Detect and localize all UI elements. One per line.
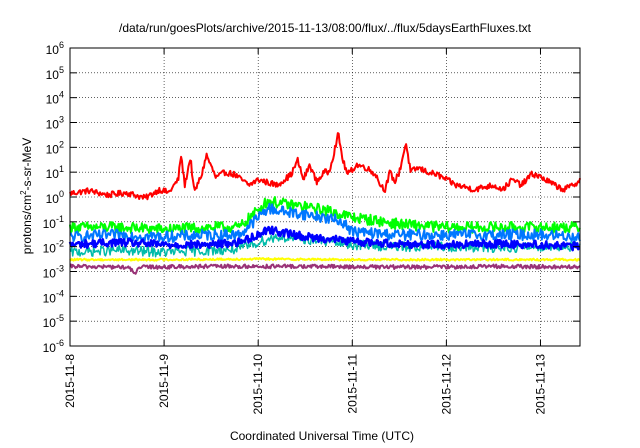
y-tick-label-exp: 3 xyxy=(59,115,64,125)
y-tick-label: 106 xyxy=(46,40,64,57)
series-line xyxy=(69,263,581,275)
y-tick-label: 104 xyxy=(46,90,64,107)
y-tick-label-exp: -5 xyxy=(56,313,64,323)
y-tick-label-exp: -2 xyxy=(56,239,64,249)
y-tick-label: 10-3 xyxy=(43,264,64,281)
y-tick-label-exp: 6 xyxy=(59,40,64,50)
y-axis-label-rest: -s-sr-MeV xyxy=(20,138,34,191)
series-line xyxy=(69,196,581,235)
y-tick-label: 10-5 xyxy=(43,313,64,330)
y-tick-label-base: 10 xyxy=(43,291,57,305)
y-tick-label-base: 10 xyxy=(46,192,60,206)
x-axis-label: Coordinated Universal Time (UTC) xyxy=(230,429,414,443)
y-tick-label: 10-1 xyxy=(43,214,64,231)
y-tick-label-exp: 1 xyxy=(59,164,64,174)
x-tick-label: 2015-11-9 xyxy=(157,354,171,408)
y-tick-label-base: 10 xyxy=(43,341,57,355)
y-tick-label: 102 xyxy=(46,139,64,156)
y-tick-label-base: 10 xyxy=(46,93,60,107)
y-tick-label-exp: 4 xyxy=(59,90,64,100)
y-tick-label-base: 10 xyxy=(46,142,60,156)
chart-title: /data/run/goesPlots/archive/2015-11-13/0… xyxy=(119,21,532,35)
y-tick-label-base: 10 xyxy=(43,316,57,330)
x-tick-label: 2015-11-13 xyxy=(533,354,547,415)
y-tick-label: 103 xyxy=(46,115,64,132)
series-line xyxy=(69,202,581,243)
y-tick-label: 100 xyxy=(46,189,64,206)
series-line xyxy=(69,232,581,258)
plot-frame xyxy=(69,47,581,347)
series-line xyxy=(68,225,581,252)
y-tick-label-base: 10 xyxy=(46,68,60,82)
y-tick-label-exp: -6 xyxy=(56,338,64,348)
y-tick-label: 105 xyxy=(46,65,64,82)
y-axis-label: protons/cm2-s-sr-MeV xyxy=(19,138,34,254)
y-axis-label-base: protons/cm xyxy=(20,195,34,254)
x-tick-label: 2015-11-10 xyxy=(251,354,265,415)
y-tick-label-exp: -4 xyxy=(56,288,64,298)
x-tick-label: 2015-11-12 xyxy=(439,354,453,415)
series-layer xyxy=(68,132,581,275)
y-tick-label-base: 10 xyxy=(46,43,60,57)
series-line xyxy=(69,257,581,262)
y-tick-label: 10-6 xyxy=(43,338,64,355)
y-tick-label: 10-4 xyxy=(43,288,64,305)
y-tick-label-exp: -1 xyxy=(56,214,64,224)
y-tick-label-base: 10 xyxy=(43,217,57,231)
y-tick-label-base: 10 xyxy=(43,242,57,256)
series-line xyxy=(69,132,581,201)
y-tick-label-exp: 0 xyxy=(59,189,64,199)
y-tick-label-exp: -3 xyxy=(56,264,64,274)
y-tick-label-base: 10 xyxy=(43,267,57,281)
x-tick-label: 2015-11-8 xyxy=(63,354,77,408)
y-axis-label-sup: 2 xyxy=(19,190,28,195)
y-tick-label: 101 xyxy=(46,164,64,181)
x-tick-label: 2015-11-11 xyxy=(345,354,359,414)
y-tick-label-base: 10 xyxy=(46,167,60,181)
y-tick-label-base: 10 xyxy=(46,118,60,132)
y-tick-label: 10-2 xyxy=(43,239,64,256)
y-tick-label-exp: 2 xyxy=(59,139,64,149)
y-tick-label-exp: 5 xyxy=(59,65,64,75)
tick-layer: 2015-11-8 2015-11-9 2015-11-10 2015-11-11 20… xyxy=(43,40,580,415)
